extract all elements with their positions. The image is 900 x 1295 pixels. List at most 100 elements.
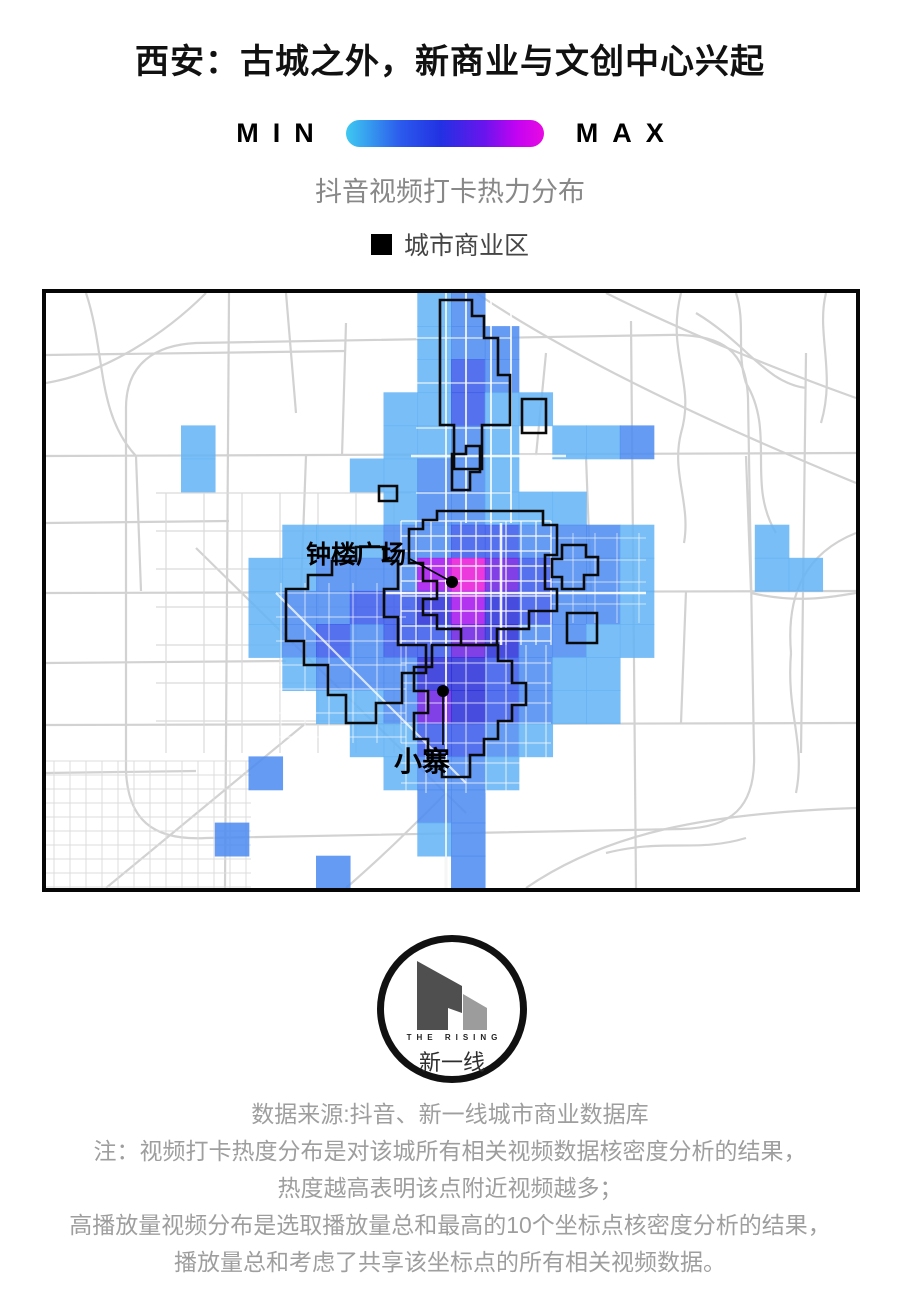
heat-cell xyxy=(282,657,317,691)
heat-scale-legend: MIN MAX xyxy=(0,118,900,149)
heat-cell xyxy=(586,524,621,559)
heat-cell xyxy=(451,326,486,360)
road xyxy=(475,293,856,485)
district-outline xyxy=(520,397,548,435)
heat-cell xyxy=(586,624,621,658)
road xyxy=(525,806,856,888)
heat-cell xyxy=(316,524,351,559)
district-legend-swatch xyxy=(370,233,392,255)
district-outline xyxy=(412,643,528,779)
heat-cell xyxy=(484,458,520,493)
footer-line: 播放量总和考虑了共享该坐标点的所有相关视频数据。 xyxy=(174,1249,726,1275)
heat-cell xyxy=(518,690,554,725)
heat-cell xyxy=(552,690,587,725)
page-title: 西安：古城之外，新商业与文创中心兴起 xyxy=(135,43,765,81)
heat-cell xyxy=(451,359,486,394)
heat-cell xyxy=(451,491,486,526)
heat-cell xyxy=(451,789,486,824)
road xyxy=(134,455,143,592)
road xyxy=(340,322,348,457)
heatmap-map: 钟楼广场 小寨 xyxy=(42,289,860,892)
district-outline xyxy=(284,545,428,725)
road xyxy=(124,333,756,840)
heat-cell xyxy=(282,524,317,559)
heat-cell xyxy=(451,822,486,857)
heat-cell xyxy=(451,723,486,758)
heat-cell xyxy=(349,557,385,592)
heat-cell xyxy=(619,557,655,592)
heat-cell xyxy=(518,657,554,691)
heat-cell xyxy=(248,590,284,625)
road xyxy=(46,293,207,385)
road xyxy=(789,652,800,794)
road xyxy=(105,722,307,888)
heat-cell xyxy=(552,425,587,460)
heat-cell xyxy=(619,590,655,625)
heat-cell xyxy=(349,723,385,758)
bell-tower-dot xyxy=(446,576,458,588)
heat-cell xyxy=(316,590,351,625)
heat-cell xyxy=(552,657,587,691)
heat-cell xyxy=(383,425,419,460)
xiaozhai-dot xyxy=(437,685,449,697)
heat-cell xyxy=(214,822,250,857)
scale-max-label: MAX xyxy=(575,118,678,148)
footer-line: 注：视频打卡热度分布是对该城所有相关视频数据核密度分析的结果， xyxy=(93,1138,807,1164)
heat-cell xyxy=(552,491,587,526)
heat-cell xyxy=(383,491,419,526)
road xyxy=(675,293,687,544)
heat-cell xyxy=(484,425,520,460)
heat-cell xyxy=(586,690,621,725)
road xyxy=(745,382,777,534)
district-legend: 城市商业区 xyxy=(0,226,900,262)
heat-cell xyxy=(248,756,284,791)
heat-cell xyxy=(181,458,216,493)
heat-cell xyxy=(484,326,520,360)
the-rising-logo: THE RISING 新一线 xyxy=(377,935,527,1083)
heat-cell xyxy=(451,855,486,888)
road xyxy=(46,769,197,775)
heat-cell xyxy=(349,657,385,691)
heat-cell xyxy=(316,855,351,888)
district-outline xyxy=(550,543,600,591)
xiaozhai-label: 小寨 xyxy=(394,745,450,777)
heat-cell xyxy=(383,392,419,427)
road xyxy=(223,293,231,888)
heat-cell xyxy=(349,590,385,625)
heat-cell xyxy=(248,557,284,592)
heat-cell xyxy=(484,392,520,427)
footer-line: 数据来源:抖音、新一线城市商业数据库 xyxy=(251,1101,649,1127)
road xyxy=(744,455,753,592)
logo-text-en: THE RISING xyxy=(406,1033,503,1042)
footer-line: 热度越高表明该点附近视频越多； xyxy=(277,1175,623,1201)
road xyxy=(284,293,298,414)
heat-cell xyxy=(451,524,486,559)
bell-tower-leader-line xyxy=(409,558,453,583)
heat-cell xyxy=(451,392,486,427)
heat-cell xyxy=(451,557,486,592)
road-white xyxy=(275,592,467,784)
heat-cell xyxy=(619,425,655,460)
district-outline xyxy=(565,611,599,645)
heat-cell xyxy=(518,491,554,526)
scale-min-label: MIN xyxy=(236,118,328,148)
road xyxy=(734,293,748,384)
logo-ring-icon xyxy=(377,935,527,1083)
road xyxy=(799,352,808,754)
heat-cell xyxy=(181,425,216,460)
district-outline xyxy=(450,444,482,492)
road xyxy=(679,590,688,724)
heat-cell xyxy=(552,624,587,658)
heat-cell xyxy=(518,723,554,758)
district-outline xyxy=(438,298,512,471)
heat-cell xyxy=(619,524,655,559)
heat-cell xyxy=(586,590,621,625)
footer-notes: 数据来源:抖音、新一线城市商业数据库 注：视频打卡热度分布是对该城所有相关视频数… xyxy=(0,1096,900,1281)
road xyxy=(819,293,828,424)
heat-cell xyxy=(451,690,486,725)
road xyxy=(46,349,347,357)
heat-cell xyxy=(451,657,486,691)
heat-cell xyxy=(518,392,554,427)
